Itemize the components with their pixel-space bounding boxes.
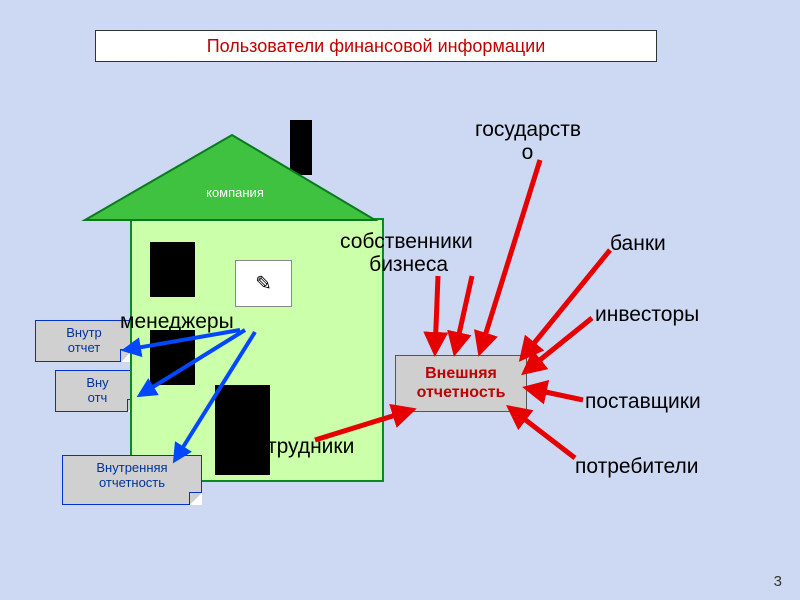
house-door <box>215 385 270 475</box>
label-investors: инвесторы <box>595 303 699 326</box>
house-window <box>150 330 195 385</box>
note-text: Внутренняя отчетность <box>96 460 167 490</box>
label-managers: менеджеры <box>120 310 234 333</box>
label-suppliers: поставщики <box>585 390 701 413</box>
company-label: компания <box>190 185 280 200</box>
company-label-text: компания <box>206 185 264 200</box>
clipart-glyph: ✎ <box>255 271 272 296</box>
internal-report-note-front: Внутренняя отчетность <box>62 455 202 505</box>
external-reporting-text: Внешняя отчетность <box>417 365 506 402</box>
label-employees: сотрудники <box>245 435 354 458</box>
label-owners: собственники бизнеса <box>340 230 473 276</box>
external-reporting-box: Внешняя отчетность <box>395 355 527 412</box>
label-banks: банки <box>610 232 666 255</box>
label-government: государств о <box>475 118 581 164</box>
slide-title: Пользователи финансовой информации <box>95 30 657 62</box>
label-consumers: потребители <box>575 455 698 478</box>
clipart-icon: ✎ <box>235 260 292 307</box>
house-roof <box>0 0 800 600</box>
slide-number: 3 <box>774 573 782 590</box>
house-window <box>150 242 195 297</box>
title-text: Пользователи финансовой информации <box>207 36 546 56</box>
